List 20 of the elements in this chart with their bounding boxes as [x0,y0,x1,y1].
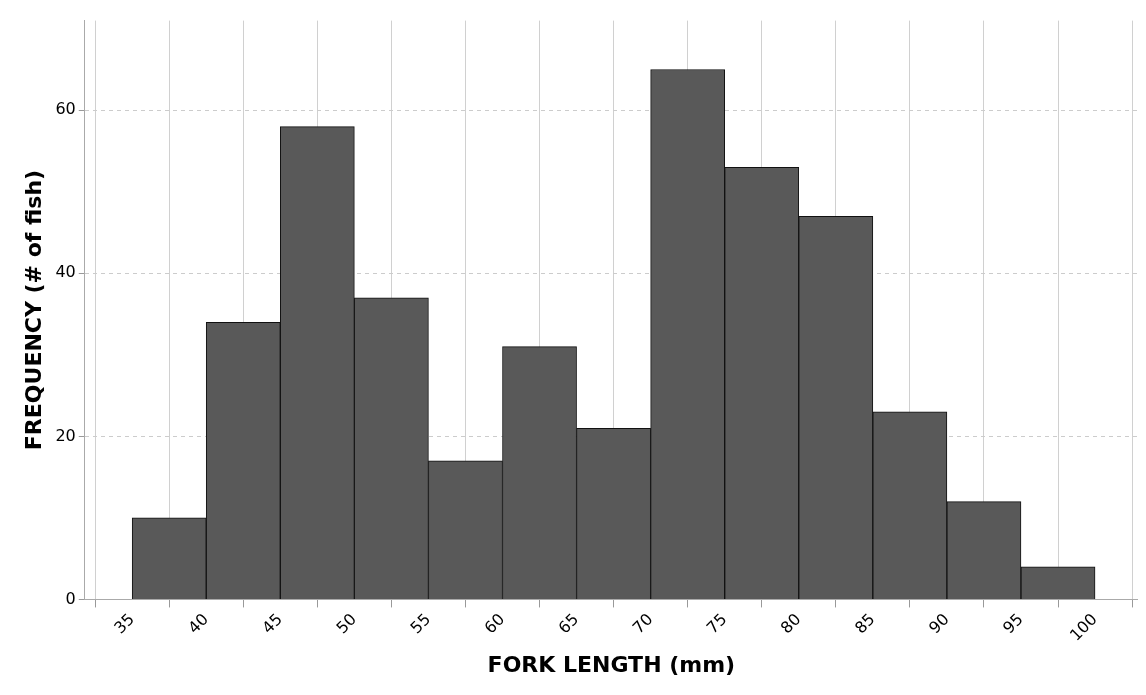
x-tick-label: 35 [110,609,138,638]
x-tick-label: 40 [184,609,212,638]
y-tick-label: 0 [65,588,76,608]
x-axis-title: FORK LENGTH (mm) [487,651,736,677]
x-tick-label: 85 [850,609,879,638]
y-tick-label: 20 [55,425,76,445]
x-tick-label: 75 [702,609,731,638]
x-tick-label: 60 [480,609,509,638]
x-tick-label: 90 [924,609,953,638]
y-axis-title: FREQUENCY (# of fish) [20,169,46,451]
y-tick-label: 60 [55,99,76,119]
x-tick-label: 55 [406,609,435,638]
x-tick-label: 65 [554,609,583,638]
x-tick-label: 100 [1065,609,1101,645]
x-tick-label: 95 [998,609,1027,638]
x-tick-label: 45 [258,609,287,638]
x-tick-label: 80 [776,609,805,638]
x-tick-label: 50 [332,609,361,638]
y-tick-label: 40 [55,262,76,282]
x-tick-label: 70 [628,609,657,638]
